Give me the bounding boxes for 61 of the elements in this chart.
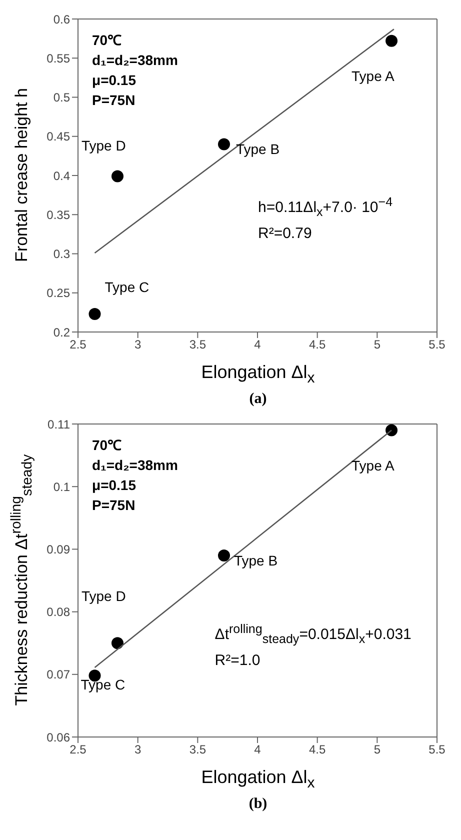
point [111,637,124,650]
annotation: Type A [352,68,395,84]
y-tick-label: 0.4 [53,168,70,183]
x-tick-label: 4.5 [308,742,326,757]
annotation: Type A [352,457,395,474]
point [386,424,398,436]
annotation: Type C [104,279,150,296]
annotation: h=0.11Δl$_{x}$+7.0· 10$^{−4}$ [258,194,393,221]
y-tick-label: 0.6 [53,12,70,26]
point [218,138,230,150]
annotation: Type B [234,552,278,568]
point [111,170,124,182]
x-axis-title: Elongation Δl$_{x}$ [201,362,315,387]
annotation: 70℃ [92,436,123,455]
y-tick-label: 0.1 [53,480,70,494]
text: (b) [248,796,268,813]
x-tick-label: 5.5 [428,338,446,352]
y-tick-label: 0.3 [53,247,70,262]
y-tick-label: 0.2 [53,325,70,340]
text: (a) [249,391,267,408]
annotation: Type C [80,676,126,693]
y-tick-label: 0.45 [46,130,70,144]
x-axis-title: Elongation Δl$_{x}$ [201,767,315,792]
y-tick-label: 0.5 [53,90,70,105]
annotation: Type D [81,588,126,604]
x-tick-label: 5 [374,742,381,757]
x-tick-label: 3.5 [189,338,206,352]
annotation: R²=1.0 [214,650,262,671]
x-tick-label: 5 [374,338,381,352]
y-tick-label: 0.35 [46,208,70,222]
annotation: d₁=d₂=38mm [92,51,178,70]
annotation: P=75N [92,91,136,110]
point [88,308,101,320]
x-tick-label: 3.5 [189,742,206,757]
annotation: Δt$^{rolling}$$_{steady}$=0.015Δl$_{x}$+0.031 [214,620,412,648]
annotation: Type D [81,137,126,154]
x-tick-label: 2.5 [70,742,87,757]
y-tick-label: 0.06 [46,730,70,744]
x-tick-label: 3 [134,742,142,757]
annotation: Type B [236,141,280,158]
point [218,549,230,562]
y-tick-label: 0.08 [46,605,70,620]
x-tick-label: 4 [254,742,262,757]
x-tick-label: 2.5 [70,338,87,352]
x-tick-label: 5.5 [428,742,446,757]
annotation: d₁=d₂=38mm [92,456,178,475]
y-tick-label: 0.11 [48,417,70,432]
x-tick-label: 4.5 [308,338,326,352]
y-axis-title: Frontal crease height h [12,88,32,262]
x-tick-label: 4 [254,338,262,352]
annotation: μ=0.15 [92,71,137,90]
annotation: P=75N [92,496,136,515]
point [386,34,398,47]
x-tick-label: 3 [134,338,142,352]
annotation: 70℃ [92,31,123,50]
annotation: μ=0.15 [92,476,137,495]
y-tick-label: 0.09 [46,542,70,556]
y-tick-label: 0.07 [46,668,70,682]
y-tick-label: 0.25 [46,286,70,300]
annotation: R²=0.79 [258,224,313,244]
y-tick-label: 0.55 [46,51,70,66]
